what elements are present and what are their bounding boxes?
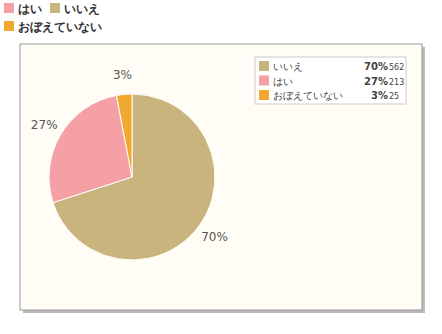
frame [20, 44, 422, 310]
data-label: 3% [113, 68, 132, 82]
legend-percent: 27% [364, 76, 388, 87]
legend-count: 562 [389, 63, 404, 72]
data-label: 70% [201, 230, 228, 244]
legend-count: 213 [389, 78, 404, 87]
pie-slice [116, 94, 132, 177]
chart: はいいいえおぼえていない70%27%3%いいえ70%562はい27%213おぼえ… [0, 0, 442, 334]
legend-label: おぼえていない [273, 90, 343, 101]
legend-percent: 70% [364, 61, 388, 72]
top-legend-label: いいえ [64, 2, 100, 16]
legend-count: 25 [389, 92, 399, 101]
top-legend-label: おぼえていない [18, 20, 102, 34]
top-legend-label: はい [18, 2, 42, 16]
data-label: 27% [31, 118, 58, 132]
legend-label: はい [273, 76, 293, 87]
legend-box [255, 57, 406, 104]
legend-percent: 3% [371, 90, 388, 101]
legend-swatch [259, 61, 269, 71]
legend-label: いいえ [273, 61, 303, 72]
top-legend-swatch [50, 3, 60, 13]
top-legend-swatch [4, 3, 14, 13]
legend-swatch [259, 90, 269, 100]
top-legend-swatch [4, 21, 14, 31]
legend-swatch [259, 76, 269, 86]
